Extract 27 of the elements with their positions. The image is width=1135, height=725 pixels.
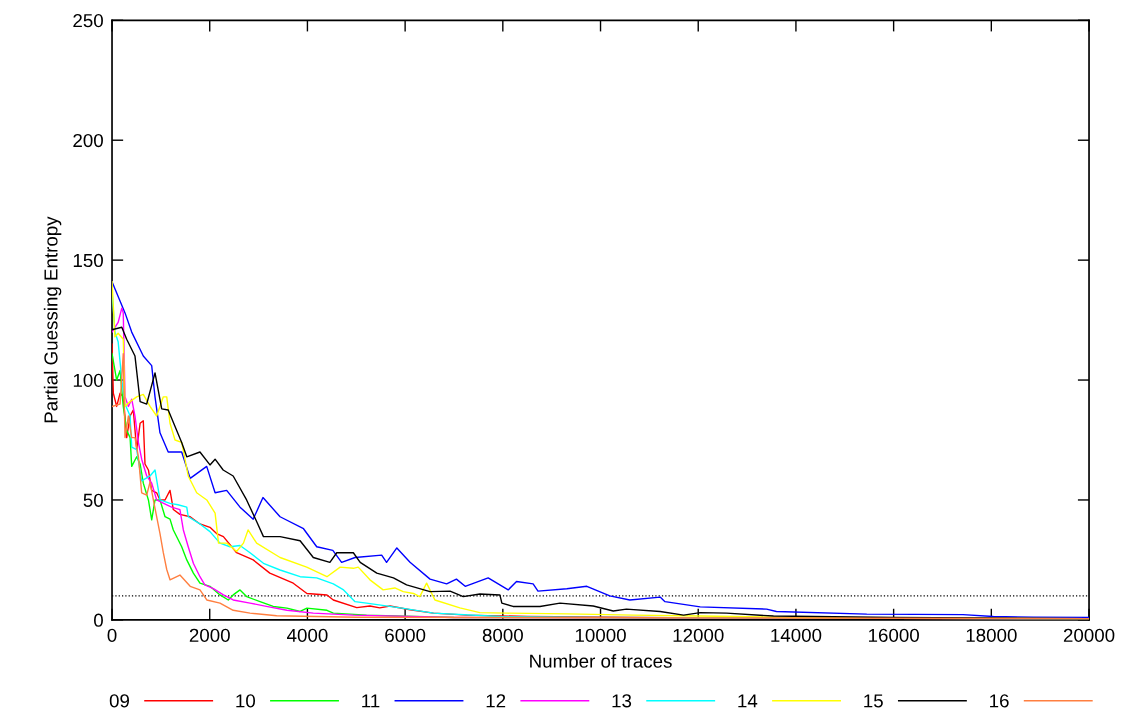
x-tick-label: 4000 bbox=[287, 628, 328, 642]
x-tick-label: 12000 bbox=[673, 628, 724, 642]
legend-label: 16 bbox=[990, 694, 1009, 708]
legend-label: 11 bbox=[362, 694, 380, 708]
legend-label: 14 bbox=[738, 694, 758, 708]
y-tick-label: 150 bbox=[73, 253, 103, 268]
y-tick-label: 200 bbox=[73, 133, 103, 148]
x-tick-label: 16000 bbox=[868, 628, 919, 642]
legend-label: 12 bbox=[486, 694, 506, 708]
legend-label: 09 bbox=[109, 694, 130, 708]
x-tick-label: 14000 bbox=[771, 628, 822, 642]
y-axis-title: Partial Guessing Entropy bbox=[43, 216, 62, 423]
x-tick-label: 6000 bbox=[385, 628, 426, 642]
x-tick-label: 18000 bbox=[966, 628, 1017, 642]
x-tick-label: 2000 bbox=[189, 628, 230, 642]
y-tick-label: 250 bbox=[73, 14, 103, 28]
x-tick-label: 10000 bbox=[575, 628, 626, 642]
y-tick-label: 50 bbox=[83, 493, 103, 507]
x-tick-label: 20000 bbox=[1063, 628, 1115, 642]
legend-label: 13 bbox=[612, 694, 632, 708]
x-tick-label: 8000 bbox=[482, 628, 523, 642]
y-tick-label: 0 bbox=[94, 613, 103, 627]
x-axis-title: Number of traces bbox=[530, 654, 672, 668]
legend-label: 10 bbox=[236, 694, 256, 708]
y-tick-label: 100 bbox=[73, 373, 103, 388]
legend-label: 15 bbox=[864, 694, 883, 708]
x-tick-label: 0 bbox=[107, 628, 117, 642]
